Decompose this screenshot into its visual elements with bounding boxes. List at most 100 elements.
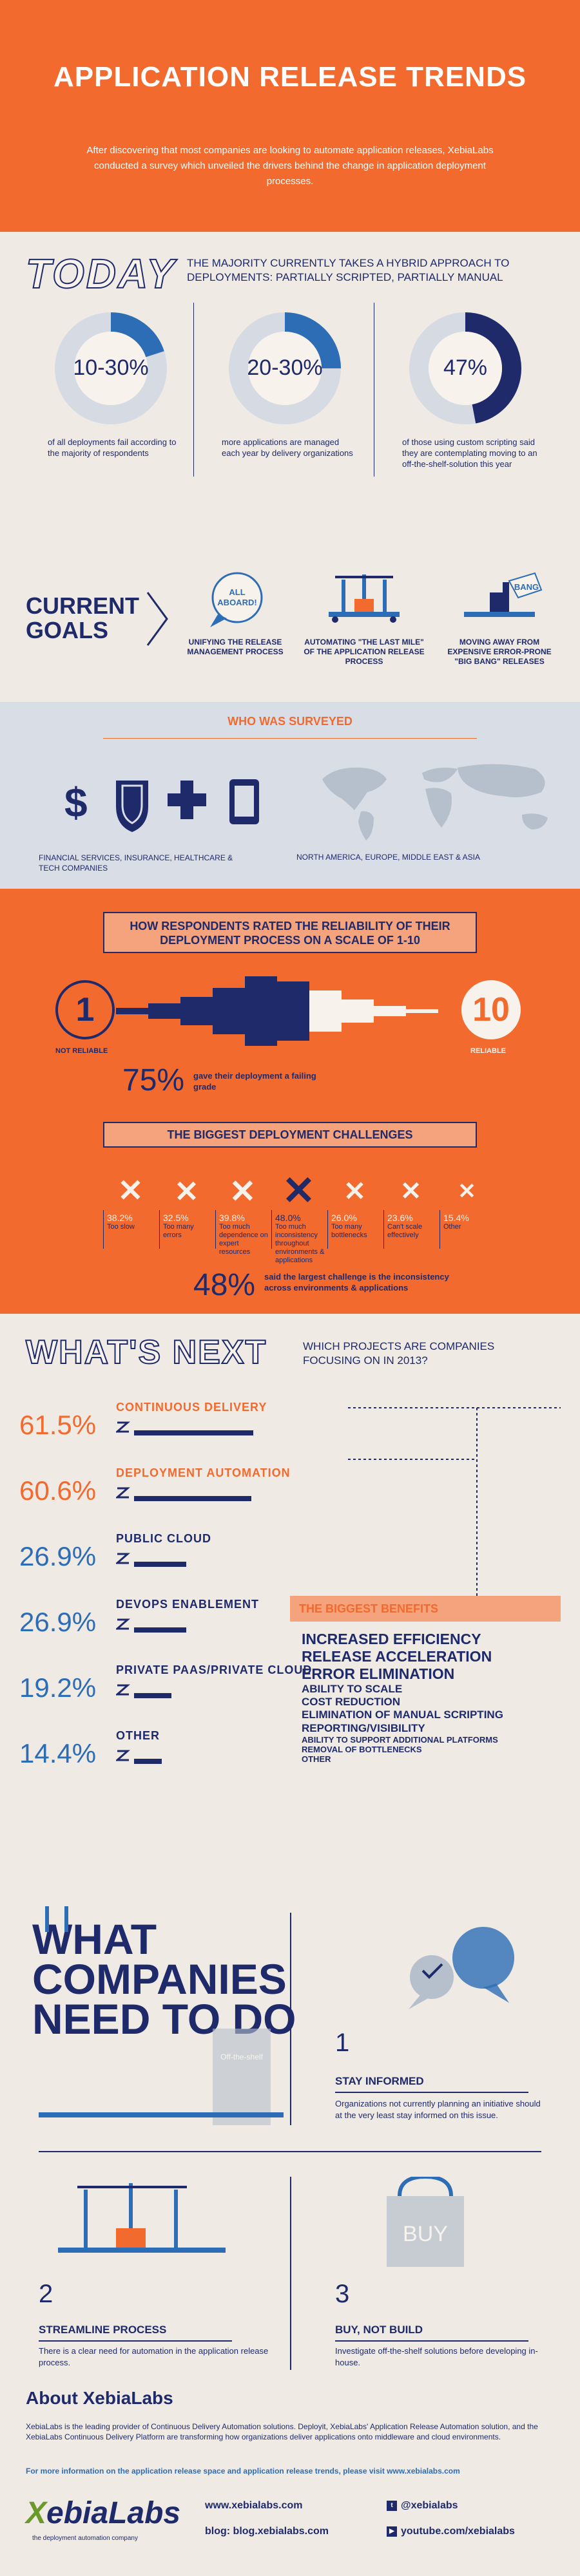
goals-heading-line2: GOALS bbox=[26, 617, 109, 643]
stat-applications-managed: 20-30% more applications are managed eac… bbox=[200, 303, 367, 509]
challenge-desc: Too slow bbox=[107, 1223, 135, 1231]
more-info-link[interactable]: For more information on the application … bbox=[26, 2467, 460, 2476]
todo-section: WHAT COMPANIES NEED TO DO Off-the-shelf … bbox=[0, 1893, 580, 2383]
benefit-item: RELEASE ACCELERATION bbox=[302, 1648, 492, 1665]
bubble-text-1: ALL bbox=[229, 587, 245, 597]
reliability-distribution bbox=[116, 976, 438, 1046]
challenge-pct: 26.0% bbox=[331, 1213, 357, 1223]
regions-label: NORTH AMERICA, EUROPE, MIDDLE EAST & ASI… bbox=[296, 853, 480, 862]
goals-section: CURRENT GOALS ALL ABOARD! UNIFYING THE R… bbox=[0, 554, 580, 702]
logo-text: ebiaLabs bbox=[46, 2496, 181, 2530]
twitter-link[interactable]: t @xebialabs bbox=[387, 2500, 458, 2512]
donut-chart bbox=[55, 312, 167, 424]
project-pct: 61.5% bbox=[19, 1410, 97, 1440]
todo-heading-line1: WHAT bbox=[32, 1915, 157, 1963]
benefits-list: INCREASED EFFICIENCY RELEASE ACCELERATION… bbox=[290, 1622, 561, 1774]
project-bar bbox=[134, 1759, 162, 1764]
whats-next-heading: WHAT'S NEXT bbox=[25, 1333, 267, 1372]
divider bbox=[103, 1210, 104, 1249]
challenge-item: ✕ 38.2% Too slow bbox=[103, 1175, 158, 1249]
divider bbox=[271, 1210, 272, 1249]
conveyor-icon bbox=[303, 567, 425, 631]
low-score-circle: 1 bbox=[55, 980, 115, 1039]
low-score-label: NOT RELIABLE bbox=[55, 1047, 108, 1055]
x-icon: ✕ bbox=[229, 1173, 256, 1209]
divider bbox=[335, 2092, 528, 2093]
today-section: TODAY THE MAJORITY CURRENTLY TAKES A HYB… bbox=[0, 232, 580, 554]
project-name: DEVOPS ENABLEMENT bbox=[116, 1598, 260, 1611]
benefit-item: ELIMINATION OF MANUAL SCRIPTING bbox=[302, 1709, 503, 1721]
whats-next-subtitle: WHICH PROJECTS ARE COMPANIES FOCUSING ON… bbox=[303, 1340, 495, 1367]
benefit-item: OTHER bbox=[302, 1754, 331, 1765]
divider bbox=[193, 303, 194, 477]
today-subtitle: THE MAJORITY CURRENTLY TAKES A HYBRID AP… bbox=[187, 257, 510, 283]
goals-heading-line1: CURRENT bbox=[26, 592, 139, 619]
about-title: About XebiaLabs bbox=[26, 2388, 173, 2408]
project-pct: 14.4% bbox=[19, 1738, 97, 1768]
project-name: OTHER bbox=[116, 1729, 160, 1742]
bubble-text-2: ABOARD! bbox=[217, 598, 256, 607]
project-name: CONTINUOUS DELIVERY bbox=[116, 1401, 267, 1414]
project-name: PRIVATE PAAS/PRIVATE CLOUD bbox=[116, 1663, 313, 1676]
challenge-desc: Other bbox=[443, 1223, 461, 1231]
zigzag-icon bbox=[116, 1750, 130, 1761]
step-title: STAY INFORMED bbox=[335, 2075, 424, 2087]
challenge-pct: 15.4% bbox=[443, 1213, 469, 1223]
divider bbox=[159, 1210, 160, 1249]
benefits-box: THE BIGGEST BENEFITS INCREASED EFFICIENC… bbox=[290, 1596, 561, 1853]
about-section: About XebiaLabs XebiaLabs is the leading… bbox=[0, 2383, 580, 2576]
surveyed-title: WHO WAS SURVEYED bbox=[227, 715, 353, 728]
todo-heading-line2: COMPANIES bbox=[32, 1955, 287, 2003]
donut-chart bbox=[409, 312, 521, 424]
project-bar bbox=[134, 1496, 251, 1501]
failing-grade-pct: 75% bbox=[122, 1063, 185, 1097]
today-heading: TODAY bbox=[25, 250, 177, 298]
blog-link[interactable]: blog: blog.xebialabs.com bbox=[205, 2526, 329, 2537]
divider bbox=[103, 738, 477, 739]
stat-value: 10-30% bbox=[73, 355, 149, 380]
goal-automate: AUTOMATING "THE LAST MILE" OF THE APPLIC… bbox=[303, 567, 425, 667]
stat-value: 47% bbox=[443, 355, 488, 380]
challenge-pct: 39.8% bbox=[219, 1213, 245, 1223]
benefit-item: REMOVAL OF BOTTLENECKS bbox=[302, 1744, 422, 1754]
xebialabs-logo: XebiaLabs bbox=[26, 2496, 180, 2531]
project-bar bbox=[134, 1430, 253, 1435]
step-description: There is a clear need for automation in … bbox=[39, 2346, 269, 2367]
youtube-icon: ▶ bbox=[387, 2526, 397, 2537]
zigzag-icon bbox=[116, 1618, 130, 1630]
medical-cross-icon bbox=[168, 781, 206, 819]
website-link[interactable]: www.xebialabs.com bbox=[205, 2500, 303, 2511]
goal-label: UNIFYING THE RELEASE MANAGEMENT PROCESS bbox=[187, 638, 284, 656]
project-pct: 26.9% bbox=[19, 1541, 97, 1571]
challenge-item: ✕ 39.8% Too much dependence on expert reso… bbox=[215, 1175, 270, 1256]
step-description: Organizations not currently planning an … bbox=[335, 2099, 541, 2120]
step-title: BUY, NOT BUILD bbox=[335, 2324, 423, 2336]
zigzag-icon bbox=[116, 1421, 130, 1433]
chat-bubbles-icon bbox=[409, 1927, 514, 2009]
industries-label: FINANCIAL SERVICES, INSURANCE, HEALTHCAR… bbox=[39, 853, 233, 873]
project-bar bbox=[134, 1627, 186, 1633]
project-name: PUBLIC CLOUD bbox=[116, 1532, 211, 1545]
project-row: 19.2% PRIVATE PAAS/PRIVATE CLOUD bbox=[19, 1663, 342, 1715]
divider bbox=[215, 1210, 216, 1249]
divider bbox=[290, 2177, 291, 2370]
buy-icon-text: BUY bbox=[403, 2222, 448, 2246]
logo-x: X bbox=[26, 2496, 47, 2530]
shield-icon bbox=[116, 781, 148, 832]
challenge-summary-desc: said the largest challenge is the incons… bbox=[264, 1272, 449, 1293]
x-icon: ✕ bbox=[343, 1176, 367, 1206]
divider bbox=[327, 1210, 328, 1249]
reliability-title: HOW RESPONDENTS RATED THE RELIABILITY OF… bbox=[103, 912, 477, 953]
challenge-desc: Too many bottlenecks bbox=[331, 1223, 367, 1239]
benefit-item: ABILITY TO SUPPORT ADDITIONAL PLATFORMS bbox=[302, 1734, 498, 1745]
divider bbox=[39, 2151, 541, 2152]
youtube-link[interactable]: ▶ youtube.com/xebialabs bbox=[387, 2526, 515, 2537]
logo-tagline: the deployment automation company bbox=[32, 2535, 138, 2542]
stat-value: 20-30% bbox=[247, 355, 323, 380]
goals-heading: CURRENT GOALS bbox=[26, 594, 139, 643]
oven-icon bbox=[213, 2029, 271, 2125]
project-pct: 19.2% bbox=[19, 1672, 97, 1703]
step-number: 3 bbox=[335, 2280, 350, 2308]
challenge-summary-pct: 48% bbox=[193, 1268, 256, 1302]
goal-big-bang: BANG MOVING AWAY FROM EXPENSIVE ERROR-PR… bbox=[438, 567, 561, 667]
